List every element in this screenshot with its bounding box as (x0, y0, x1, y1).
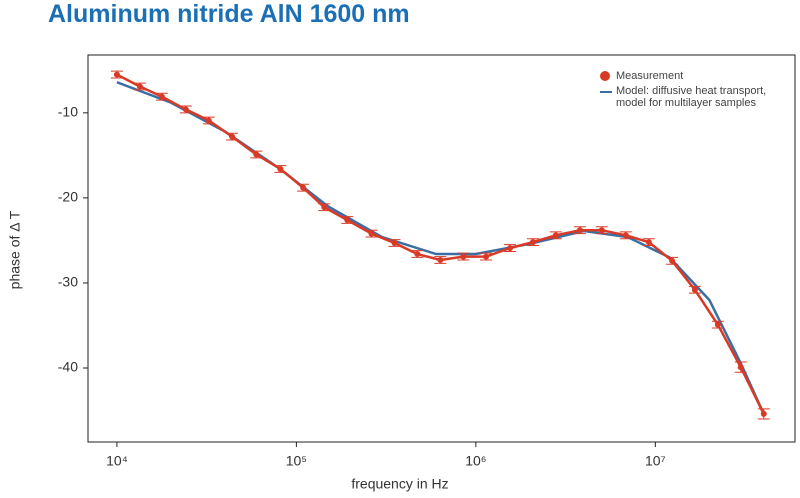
data-point (300, 184, 307, 191)
legend-swatch (600, 71, 610, 81)
data-point (113, 71, 120, 78)
data-point (368, 230, 375, 237)
series-line (116, 73, 765, 415)
x-tick-label: 10⁴ (106, 453, 128, 469)
data-point (158, 93, 165, 100)
y-tick-label: -40 (58, 359, 78, 375)
x-axis-label: frequency in Hz (351, 476, 448, 492)
plot-frame (87, 54, 796, 443)
series-line (116, 81, 765, 414)
data-point (136, 83, 143, 90)
data-point (253, 151, 260, 158)
data-point (645, 239, 652, 246)
data-point (737, 364, 744, 371)
data-point (182, 106, 189, 113)
data-point (483, 253, 490, 260)
data-point (552, 232, 559, 239)
data-point (622, 232, 629, 239)
data-point (598, 227, 605, 234)
legend-swatch (600, 91, 612, 93)
y-tick-label: -20 (58, 189, 78, 205)
data-point (576, 227, 583, 234)
chart-title: Aluminum nitride AlN 1600 nm (48, 0, 410, 28)
data-point (437, 256, 444, 263)
data-point (205, 117, 212, 124)
legend-label: Model: diffusive heat transport, model f… (616, 85, 767, 109)
data-point (460, 253, 467, 260)
y-axis-label: phase of Δ T (7, 210, 23, 289)
x-tick-label: 10⁵ (286, 453, 307, 469)
data-point (714, 321, 721, 328)
data-point (529, 239, 536, 246)
data-point (344, 217, 351, 224)
data-point (507, 245, 514, 252)
data-point (414, 251, 421, 258)
data-point (391, 239, 398, 246)
data-point (691, 286, 698, 293)
data-point (760, 410, 767, 417)
y-tick-label: -30 (58, 274, 78, 290)
data-point (229, 133, 236, 140)
x-tick-label: 10⁷ (645, 453, 666, 469)
legend-item: Model: diffusive heat transport, model f… (600, 85, 780, 109)
legend-item: Measurement (600, 70, 780, 82)
data-point (669, 257, 676, 264)
y-tick-label: -10 (58, 104, 78, 120)
data-point (277, 165, 284, 172)
data-point (321, 204, 328, 211)
x-tick-label: 10⁶ (465, 453, 486, 469)
legend: Measurement Model: diffusive heat transpo… (600, 70, 780, 112)
legend-label: Measurement (616, 70, 684, 82)
